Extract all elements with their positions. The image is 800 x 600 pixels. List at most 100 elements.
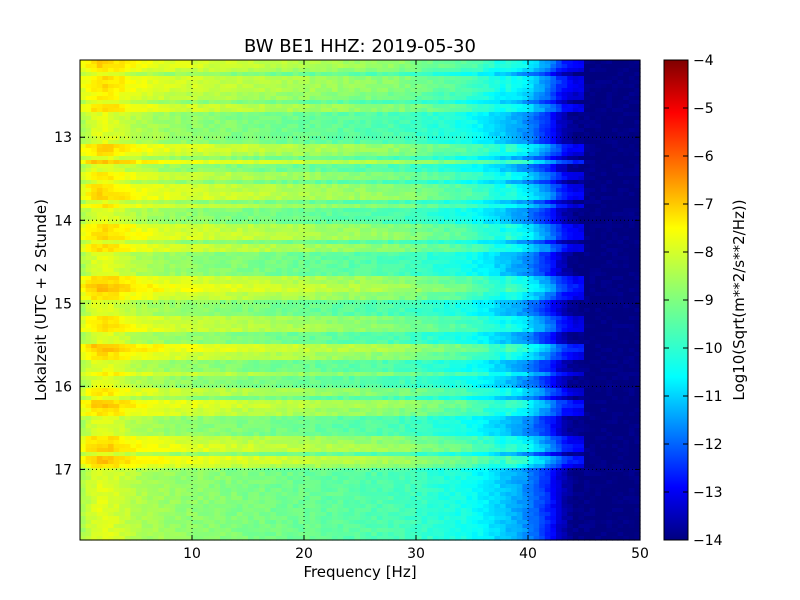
- heatmap-cell: [432, 76, 439, 81]
- heatmap-cell: [136, 100, 143, 105]
- heatmap-cell: [108, 144, 115, 149]
- heatmap-cell: [270, 156, 277, 161]
- heatmap-cell: [416, 240, 423, 245]
- heatmap-cell: [158, 96, 165, 101]
- heatmap-cell: [612, 200, 619, 205]
- heatmap-cell: [337, 256, 344, 261]
- heatmap-cell: [136, 248, 143, 253]
- heatmap-cell: [253, 252, 260, 257]
- heatmap-cell: [119, 68, 126, 73]
- heatmap-cell: [85, 144, 92, 149]
- heatmap-cell: [124, 196, 131, 201]
- heatmap-cell: [119, 104, 126, 109]
- heatmap-cell: [388, 208, 395, 213]
- heatmap-cell: [152, 180, 159, 185]
- heatmap-cell: [388, 188, 395, 193]
- heatmap-cell: [85, 176, 92, 181]
- heatmap-cell: [393, 244, 400, 249]
- heatmap-cell: [158, 132, 165, 137]
- heatmap-cell: [572, 96, 579, 101]
- heatmap-cell: [337, 88, 344, 93]
- heatmap-cell: [96, 112, 103, 117]
- heatmap-cell: [343, 204, 350, 209]
- heatmap-cell: [253, 208, 260, 213]
- heatmap-cell: [124, 128, 131, 133]
- heatmap-cell: [360, 220, 367, 225]
- heatmap-cell: [124, 204, 131, 209]
- heatmap-cell: [472, 236, 479, 241]
- heatmap-cell: [584, 100, 591, 105]
- heatmap-cell: [544, 96, 551, 101]
- heatmap-cell: [561, 68, 568, 73]
- heatmap-cell: [522, 104, 529, 109]
- heatmap-cell: [404, 168, 411, 173]
- heatmap-cell: [169, 208, 176, 213]
- heatmap-cell: [628, 248, 635, 253]
- heatmap-cell: [158, 244, 165, 249]
- heatmap-cell: [248, 232, 255, 237]
- heatmap-cell: [567, 136, 574, 141]
- heatmap-cell: [432, 120, 439, 125]
- heatmap-cell: [466, 104, 473, 109]
- heatmap-cell: [80, 64, 87, 69]
- heatmap-cell: [292, 156, 299, 161]
- heatmap-cell: [214, 232, 221, 237]
- heatmap-cell: [623, 200, 630, 205]
- heatmap-cell: [304, 112, 311, 117]
- heatmap-cell: [600, 256, 607, 261]
- heatmap-cell: [432, 136, 439, 141]
- heatmap-cell: [152, 128, 159, 133]
- heatmap-cell: [382, 120, 389, 125]
- heatmap-cell: [259, 180, 266, 185]
- heatmap-cell: [309, 184, 316, 189]
- heatmap-cell: [528, 124, 535, 129]
- heatmap-cell: [152, 236, 159, 241]
- heatmap-cell: [248, 76, 255, 81]
- heatmap-cell: [472, 88, 479, 93]
- heatmap-cell: [298, 216, 305, 221]
- heatmap-cell: [438, 64, 445, 69]
- heatmap-cell: [365, 108, 372, 113]
- heatmap-cell: [276, 64, 283, 69]
- heatmap-cell: [365, 216, 372, 221]
- heatmap-cell: [589, 164, 596, 169]
- heatmap-cell: [96, 232, 103, 237]
- heatmap-cell: [528, 116, 535, 121]
- heatmap-cell: [567, 176, 574, 181]
- heatmap-cell: [404, 256, 411, 261]
- heatmap-cell: [242, 96, 249, 101]
- heatmap-cell: [365, 224, 372, 229]
- heatmap-cell: [354, 220, 361, 225]
- heatmap-cell: [449, 68, 456, 73]
- heatmap-cell: [264, 60, 271, 65]
- heatmap-cell: [556, 88, 563, 93]
- heatmap-cell: [572, 220, 579, 225]
- heatmap-cell: [438, 140, 445, 145]
- heatmap-cell: [102, 180, 109, 185]
- heatmap-cell: [488, 244, 495, 249]
- heatmap-cell: [164, 244, 171, 249]
- heatmap-cell: [264, 144, 271, 149]
- heatmap-cell: [438, 204, 445, 209]
- heatmap-cell: [410, 100, 417, 105]
- heatmap-cell: [371, 196, 378, 201]
- heatmap-cell: [634, 140, 641, 145]
- heatmap-cell: [382, 172, 389, 177]
- heatmap-cell: [220, 76, 227, 81]
- heatmap-cell: [606, 200, 613, 205]
- heatmap-cell: [124, 220, 131, 225]
- heatmap-cell: [281, 140, 288, 145]
- heatmap-cell: [421, 220, 428, 225]
- heatmap-cell: [136, 244, 143, 249]
- heatmap-cell: [617, 152, 624, 157]
- heatmap-cell: [169, 136, 176, 141]
- heatmap-cell: [488, 96, 495, 101]
- heatmap-cell: [399, 100, 406, 105]
- heatmap-cell: [102, 68, 109, 73]
- heatmap-cell: [522, 248, 529, 253]
- heatmap-cell: [600, 112, 607, 117]
- heatmap-cell: [192, 132, 199, 137]
- heatmap-cell: [287, 212, 294, 217]
- heatmap-cell: [382, 76, 389, 81]
- heatmap-cell: [354, 96, 361, 101]
